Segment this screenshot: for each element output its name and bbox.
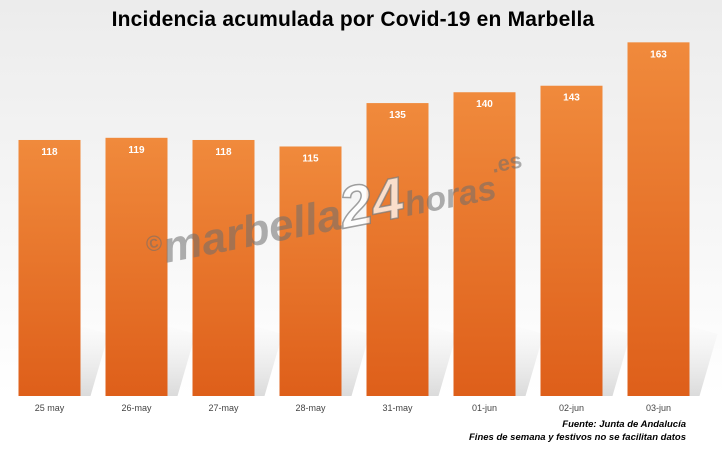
bar-shadow-4 (428, 326, 457, 396)
x-tick-label-2: 27-may (208, 403, 239, 413)
bar-02-jun (540, 85, 603, 396)
data-label-6: 143 (563, 93, 580, 104)
bar-shadow-3 (341, 326, 370, 396)
data-label-7: 163 (650, 49, 667, 60)
source-text: Fuente: Junta de Andalucía (562, 419, 686, 430)
bar-shadow-6 (602, 326, 631, 396)
x-tick-label-7: 03-jun (646, 403, 671, 413)
data-label-5: 140 (476, 99, 493, 110)
bar-01-jun (453, 92, 516, 396)
footnote-text: Fines de semana y festivos no se facilit… (469, 432, 686, 443)
data-label-1: 119 (128, 145, 145, 156)
x-tick-label-5: 01-jun (472, 403, 497, 413)
chart-title: Incidencia acumulada por Covid-19 en Mar… (111, 8, 595, 31)
source-note: Fuente: Junta de Andalucía Fines de sema… (469, 418, 686, 444)
bar-shadow-5 (515, 326, 544, 396)
bar-shadow-2 (254, 326, 283, 396)
data-label-3: 115 (302, 153, 319, 164)
x-tick-label-3: 28-may (295, 403, 326, 413)
x-tick-label-0: 25 may (35, 403, 65, 413)
bar-shadow-1 (167, 326, 196, 396)
x-tick-label-1: 26-may (121, 403, 152, 413)
axis-band (0, 396, 722, 418)
x-tick-label-4: 31-may (382, 403, 413, 413)
x-tick-label-6: 02-jun (559, 403, 584, 413)
bar-shadow-7 (689, 326, 718, 396)
bar-26-may (105, 137, 168, 396)
bar-shadow-0 (80, 326, 109, 396)
data-label-4: 135 (389, 110, 406, 121)
bar-28-may (279, 146, 342, 396)
bar-25-may (18, 139, 81, 396)
bar-27-may (192, 139, 255, 396)
bar-03-jun (627, 42, 690, 397)
data-label-0: 118 (41, 147, 58, 158)
data-label-2: 118 (215, 147, 232, 158)
bar-31-may (366, 103, 429, 396)
